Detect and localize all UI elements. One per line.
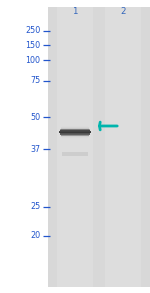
Text: 150: 150 [25,41,40,50]
Bar [61,128,89,129]
Bar [59,132,91,133]
Bar [61,136,89,137]
Text: 2: 2 [120,7,126,16]
Bar [60,131,90,132]
Bar [59,131,91,132]
Bar [61,137,88,138]
Bar [61,127,88,128]
Text: 75: 75 [30,76,40,85]
Text: 25: 25 [30,202,40,211]
Bar [61,135,89,136]
Bar [48,7,150,287]
Text: 250: 250 [25,26,40,35]
Text: 50: 50 [30,113,40,122]
Bar [105,7,141,287]
Text: 20: 20 [30,231,40,240]
Text: 1: 1 [72,7,78,16]
Bar [60,133,90,134]
Bar [62,125,88,126]
Bar [62,126,88,127]
Bar [57,7,93,287]
Bar [61,126,88,127]
Bar [61,136,89,137]
Text: 100: 100 [26,56,40,64]
Bar [61,129,89,130]
Bar [62,152,88,156]
Bar [60,130,90,131]
Bar [61,135,89,136]
Bar [62,138,88,139]
Text: 37: 37 [30,145,40,154]
Bar [60,130,90,131]
Bar [60,134,90,135]
